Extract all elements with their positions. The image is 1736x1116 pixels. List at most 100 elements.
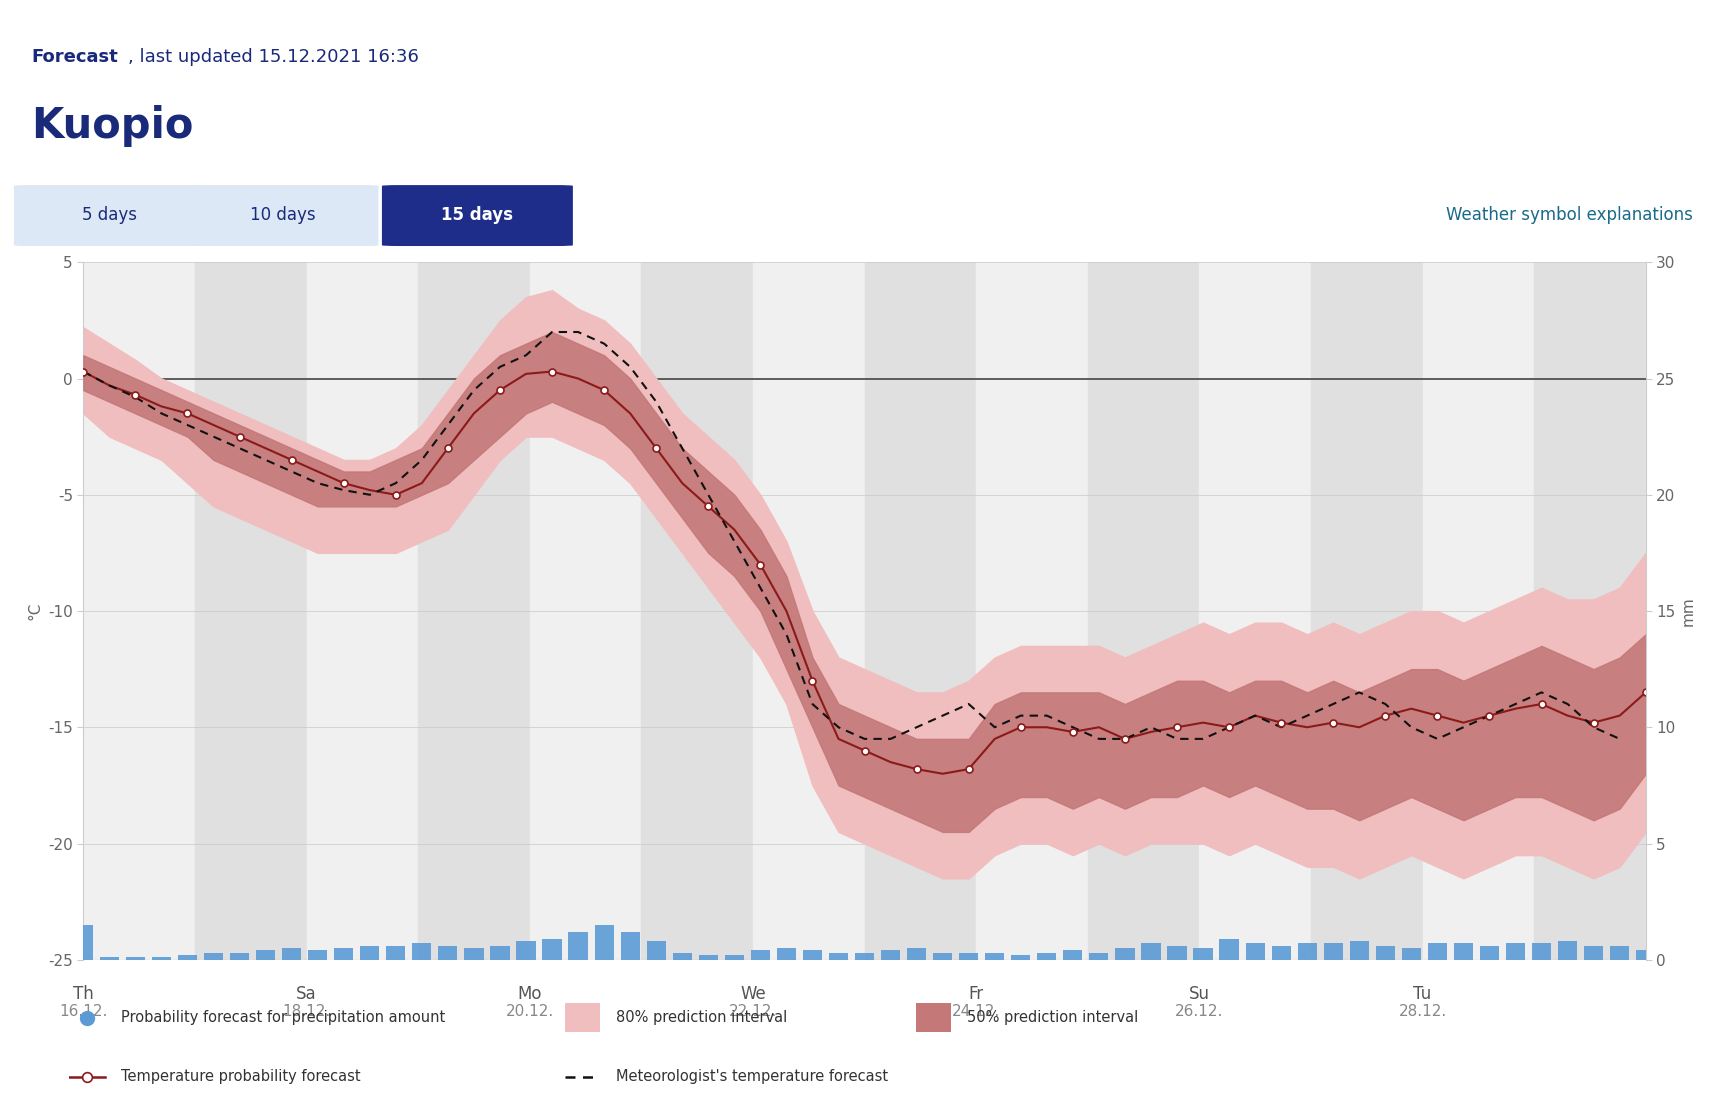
Text: Su: Su: [1189, 984, 1210, 1003]
Bar: [1375, 945, 1396, 960]
Bar: [802, 951, 823, 960]
Bar: [1245, 943, 1266, 960]
Bar: [564, 1003, 599, 1032]
Text: Tu: Tu: [1413, 984, 1432, 1003]
Text: Forecast: Forecast: [31, 48, 118, 67]
Text: We: We: [740, 984, 766, 1003]
Bar: [99, 958, 120, 960]
Bar: [1557, 941, 1578, 960]
Bar: [1200, 262, 1311, 960]
Bar: [724, 955, 745, 960]
Bar: [906, 949, 927, 960]
Bar: [490, 945, 510, 960]
Text: 50% prediction interval: 50% prediction interval: [967, 1010, 1139, 1026]
Bar: [620, 932, 641, 960]
Text: Fr: Fr: [969, 984, 984, 1003]
Bar: [1141, 943, 1161, 960]
Bar: [1219, 939, 1240, 960]
Bar: [125, 958, 146, 960]
Bar: [776, 949, 797, 960]
Text: Sa: Sa: [297, 984, 318, 1003]
Bar: [1427, 943, 1448, 960]
Bar: [698, 955, 719, 960]
Text: Kuopio: Kuopio: [31, 105, 194, 147]
Text: 10 days: 10 days: [250, 205, 316, 224]
Bar: [1271, 945, 1292, 960]
Bar: [542, 939, 562, 960]
Bar: [880, 951, 901, 960]
Bar: [1453, 943, 1474, 960]
Bar: [594, 925, 615, 960]
Bar: [1646, 262, 1736, 960]
FancyBboxPatch shape: [14, 185, 205, 246]
Bar: [750, 951, 771, 960]
Bar: [1531, 943, 1552, 960]
Bar: [1505, 943, 1526, 960]
Text: Weather symbol explanations: Weather symbol explanations: [1446, 205, 1693, 224]
Text: 20.12.: 20.12.: [505, 1004, 554, 1019]
Bar: [307, 262, 418, 960]
Bar: [1297, 943, 1318, 960]
Bar: [1583, 945, 1604, 960]
Bar: [385, 945, 406, 960]
Text: Probability forecast for precipitation amount: Probability forecast for precipitation a…: [120, 1010, 444, 1026]
Bar: [1422, 262, 1535, 960]
Bar: [151, 958, 172, 960]
Bar: [865, 262, 976, 960]
Bar: [418, 262, 529, 960]
Bar: [641, 262, 753, 960]
Bar: [411, 943, 432, 960]
Bar: [229, 953, 250, 960]
Bar: [177, 955, 198, 960]
Bar: [1479, 945, 1500, 960]
Bar: [1535, 262, 1646, 960]
Bar: [333, 949, 354, 960]
Bar: [281, 949, 302, 960]
Bar: [1609, 945, 1630, 960]
Bar: [1010, 955, 1031, 960]
Bar: [984, 953, 1005, 960]
Bar: [1401, 949, 1422, 960]
Text: Meteorologist's temperature forecast: Meteorologist's temperature forecast: [616, 1069, 887, 1085]
Y-axis label: mm: mm: [1680, 596, 1696, 626]
Bar: [672, 953, 693, 960]
Bar: [1036, 953, 1057, 960]
Bar: [83, 262, 194, 960]
Bar: [464, 949, 484, 960]
FancyBboxPatch shape: [382, 185, 573, 246]
Bar: [194, 262, 307, 960]
Bar: [1349, 941, 1370, 960]
Bar: [828, 953, 849, 960]
Bar: [203, 953, 224, 960]
Bar: [854, 953, 875, 960]
Bar: [307, 951, 328, 960]
Text: 16.12.: 16.12.: [59, 1004, 108, 1019]
Text: Th: Th: [73, 984, 94, 1003]
Text: 22.12.: 22.12.: [729, 1004, 778, 1019]
FancyBboxPatch shape: [187, 185, 378, 246]
Bar: [1088, 953, 1109, 960]
Bar: [1088, 262, 1200, 960]
Bar: [1635, 951, 1656, 960]
Bar: [568, 932, 589, 960]
Bar: [1062, 951, 1083, 960]
Bar: [646, 941, 667, 960]
Text: 24.12.: 24.12.: [951, 1004, 1000, 1019]
Bar: [516, 941, 536, 960]
Text: Temperature probability forecast: Temperature probability forecast: [120, 1069, 359, 1085]
Bar: [753, 262, 865, 960]
Text: , last updated 15.12.2021 16:36: , last updated 15.12.2021 16:36: [128, 48, 420, 67]
Text: Mo: Mo: [517, 984, 542, 1003]
Bar: [958, 953, 979, 960]
Text: 5 days: 5 days: [82, 205, 137, 224]
Bar: [976, 262, 1088, 960]
Text: 15 days: 15 days: [441, 205, 514, 224]
Text: 18.12.: 18.12.: [283, 1004, 330, 1019]
Bar: [1311, 262, 1422, 960]
Bar: [359, 945, 380, 960]
Bar: [529, 262, 641, 960]
Bar: [437, 945, 458, 960]
Bar: [1167, 945, 1187, 960]
Text: 26.12.: 26.12.: [1175, 1004, 1224, 1019]
Bar: [917, 1003, 951, 1032]
